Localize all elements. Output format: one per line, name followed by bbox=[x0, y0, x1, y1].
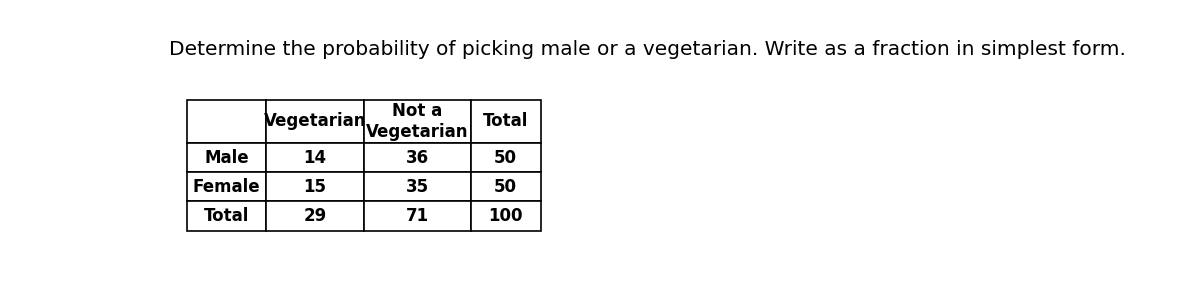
Text: 29: 29 bbox=[304, 207, 326, 225]
Text: 35: 35 bbox=[406, 178, 428, 196]
Bar bbox=[187, 201, 266, 231]
Bar bbox=[187, 172, 266, 201]
Bar bbox=[470, 100, 541, 143]
Text: 50: 50 bbox=[494, 149, 517, 167]
Bar bbox=[470, 172, 541, 201]
Bar bbox=[266, 201, 364, 231]
Text: 50: 50 bbox=[494, 178, 517, 196]
Text: 36: 36 bbox=[406, 149, 428, 167]
Text: 15: 15 bbox=[304, 178, 326, 196]
Bar bbox=[364, 201, 470, 231]
Bar bbox=[187, 143, 266, 172]
Text: Female: Female bbox=[193, 178, 260, 196]
Bar bbox=[266, 143, 364, 172]
Bar bbox=[364, 172, 470, 201]
Bar bbox=[364, 100, 470, 143]
Bar bbox=[266, 172, 364, 201]
Bar bbox=[187, 100, 266, 143]
Text: 14: 14 bbox=[304, 149, 326, 167]
Bar bbox=[470, 201, 541, 231]
Text: 71: 71 bbox=[406, 207, 428, 225]
Text: Determine the probability of picking male or a vegetarian. Write as a fraction i: Determine the probability of picking mal… bbox=[168, 40, 1126, 59]
Text: Male: Male bbox=[204, 149, 250, 167]
Bar bbox=[470, 143, 541, 172]
Bar bbox=[266, 100, 364, 143]
Text: Vegetarian: Vegetarian bbox=[264, 112, 366, 130]
Text: Total: Total bbox=[204, 207, 250, 225]
Bar bbox=[364, 143, 470, 172]
Text: Not a
Vegetarian: Not a Vegetarian bbox=[366, 102, 469, 141]
Text: 100: 100 bbox=[488, 207, 523, 225]
Text: Total: Total bbox=[484, 112, 528, 130]
